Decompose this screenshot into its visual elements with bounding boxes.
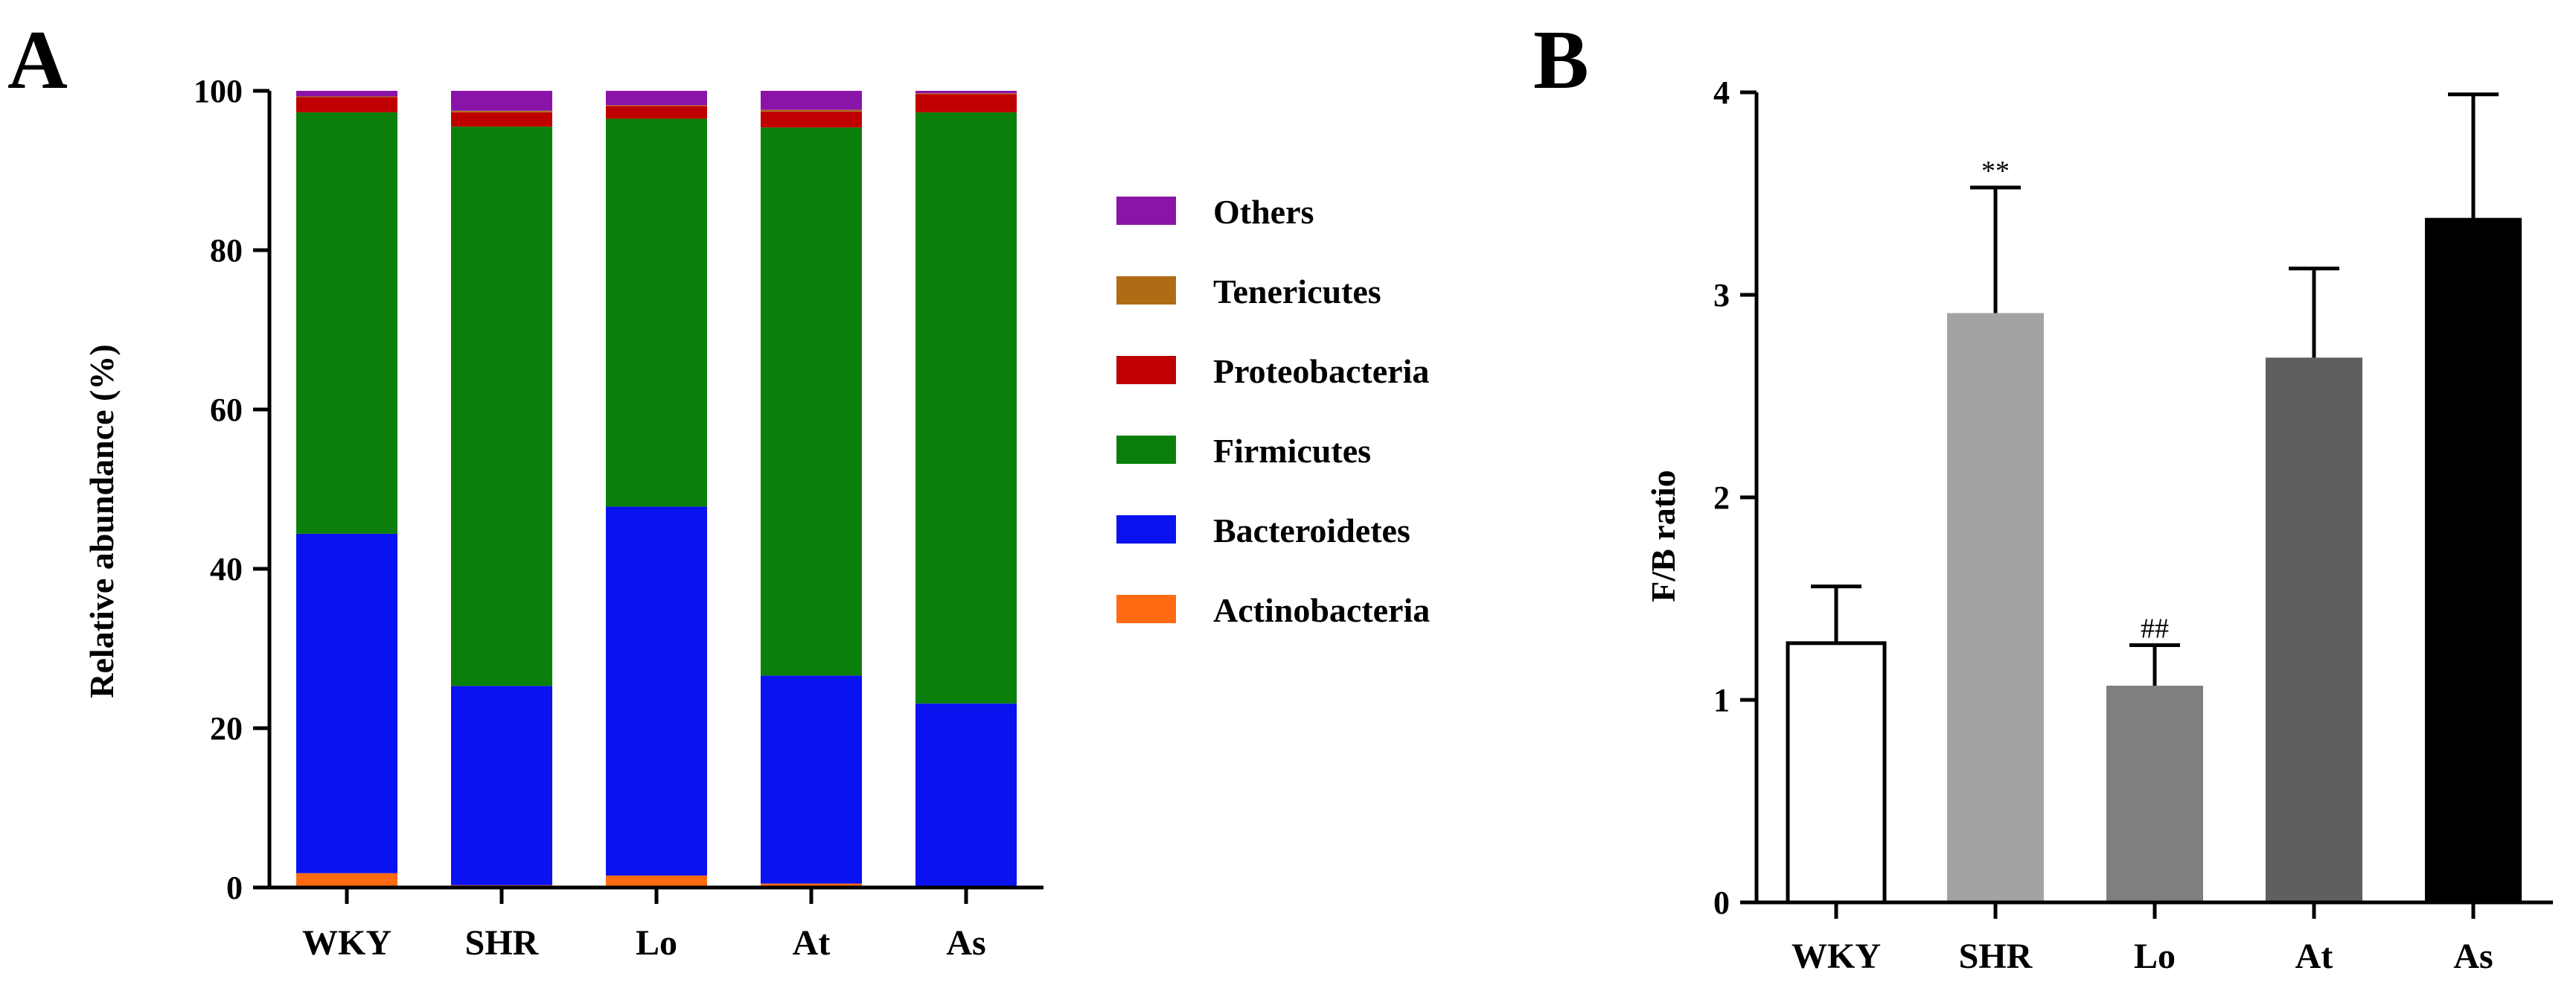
x-tick-label: Lo [2134,937,2176,976]
legend-swatch [1116,595,1176,623]
bar-segment [296,97,397,112]
y-tick-label: 100 [194,73,243,109]
y-axis-title: F/B ratio [1644,470,1682,602]
x-tick-label: At [2295,937,2333,976]
legend-swatch [1116,276,1176,305]
bar-segment [761,91,862,110]
bar-segment [451,91,552,111]
bar-segment [761,127,862,676]
y-axis-title: Relative abundance (%) [83,344,121,698]
legend-swatch [1116,356,1176,384]
y-tick-label: 4 [1713,74,1730,111]
legend-item: Others [1213,193,1314,231]
legend-item: Firmicutes [1213,432,1371,470]
bar-segment [606,875,707,888]
significance-label: ## [2141,614,2169,645]
bar [2106,685,2203,902]
bar-segment [606,105,707,106]
y-tick-label: 20 [210,710,243,747]
bar-segment [451,127,552,686]
panel-a-stacked-bar-chart: Relative abundance (%) WKY SHR Lo At As 0 20 40… [83,73,1043,963]
y-tick-label: 60 [210,392,243,428]
bar-segment [451,110,552,112]
legend-item: Tenericutes [1213,273,1381,310]
significance-label: ** [1981,156,2010,187]
x-tick-label: As [2453,937,2493,976]
bar-segment [606,506,707,876]
bar-segment [915,93,1017,95]
x-tick-label: SHR [465,923,540,963]
bar [1786,641,1887,905]
bar-segment [451,112,552,127]
legend-item: Actinobacteria [1213,591,1430,629]
y-tick-label: 3 [1713,277,1730,313]
bar-segment [606,91,707,106]
bar [2266,357,2362,902]
bar [1947,313,2044,903]
y-tick-label: 0 [226,870,243,906]
panel-a-label: A [7,14,68,106]
x-tick-label: As [946,923,985,963]
bar-segment [451,686,552,885]
x-tick-label: Lo [636,923,677,963]
bar-segment [606,106,707,119]
x-tick-label: SHR [1959,937,2033,976]
bar-segment [915,94,1017,112]
bar-segment [296,873,397,888]
y-tick-label: 40 [210,551,243,587]
panel-b-bar-chart: F/B ratio WKY ** SHR ## Lo At As 0 1 2 3 4 [1644,74,2553,976]
bar-segment [296,96,397,98]
bar-segment [296,112,397,534]
legend-swatch [1116,436,1176,464]
y-tick-label: 0 [1713,885,1730,921]
legend-item: Proteobacteria [1213,352,1429,390]
legend-swatch [1116,515,1176,544]
bar-segment [296,91,397,97]
y-tick-label: 1 [1713,682,1730,718]
x-tick-label: WKY [1792,937,1881,976]
bar-segment [915,112,1017,704]
panel-b-label: B [1533,14,1589,106]
y-tick-label: 2 [1713,479,1730,516]
bar-segment [915,91,1017,94]
bar [2425,217,2522,902]
x-tick-label: At [793,923,831,963]
y-tick-label: 80 [210,232,243,269]
bar-segment [761,109,862,112]
bar-segment [761,675,862,884]
bar-segment [296,533,397,873]
bar-segment [606,118,707,507]
bar-segment [761,111,862,128]
x-tick-label: WKY [302,923,391,963]
legend-item: Bacteroidetes [1213,512,1410,549]
bar-segment [915,703,1017,886]
legend: Others Tenericutes Proteobacteria Firmicute… [1116,193,1430,629]
bar-segment [761,883,862,888]
legend-swatch [1116,197,1176,225]
